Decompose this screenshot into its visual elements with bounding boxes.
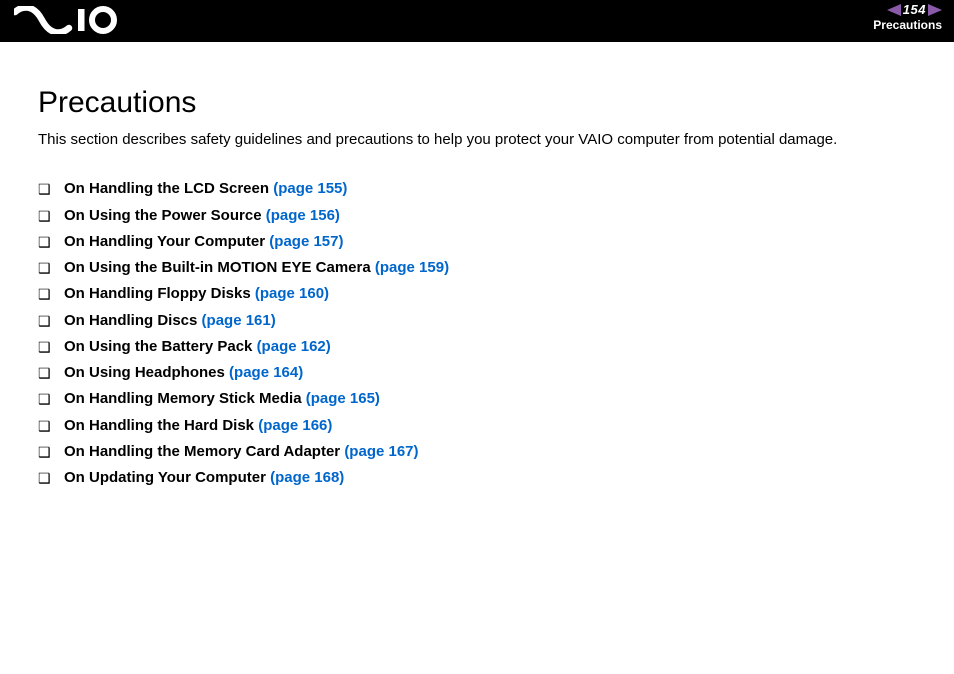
page-root: 154 Precautions Precautions This section… [0,0,954,674]
toc-item-label: On Using Headphones [64,364,225,381]
page-header: 154 Precautions [0,0,954,42]
toc-item: On Using the Battery Pack (page 162) [64,334,916,360]
page-nav: 154 Precautions [873,2,942,32]
next-page-arrow-icon[interactable] [928,4,942,16]
toc-item-label: On Handling the LCD Screen [64,180,269,197]
toc-item-page-link[interactable]: (page 162) [257,338,331,355]
toc-item-label: On Handling Floppy Disks [64,285,251,302]
toc-item-label: On Handling Memory Stick Media [64,390,302,407]
toc-item-page-link[interactable]: (page 159) [375,259,449,276]
toc-item-page-link[interactable]: (page 167) [344,443,418,460]
toc-item-page-link[interactable]: (page 160) [255,285,329,302]
table-of-contents: On Handling the LCD Screen (page 155)On … [38,176,916,491]
toc-item-page-link[interactable]: (page 161) [202,312,276,329]
toc-item: On Handling the LCD Screen (page 155) [64,176,916,202]
toc-item-page-link[interactable]: (page 157) [269,233,343,250]
toc-item-label: On Using the Battery Pack [64,338,252,355]
toc-item: On Using Headphones (page 164) [64,360,916,386]
toc-item-label: On Using the Power Source [64,207,262,224]
toc-item: On Handling Floppy Disks (page 160) [64,281,916,307]
toc-item: On Using the Built-in MOTION EYE Camera … [64,255,916,281]
toc-item-label: On Handling Your Computer [64,233,265,250]
intro-paragraph: This section describes safety guidelines… [38,130,916,150]
vaio-logo-svg [14,7,114,32]
toc-item-label: On Handling the Hard Disk [64,417,254,434]
toc-item-page-link[interactable]: (page 164) [229,364,303,381]
toc-item: On Handling Memory Stick Media (page 165… [64,386,916,412]
vaio-logo [14,6,124,34]
toc-item-page-link[interactable]: (page 155) [273,180,347,197]
toc-item: On Handling Your Computer (page 157) [64,229,916,255]
toc-item-label: On Handling the Memory Card Adapter [64,443,340,460]
breadcrumb: Precautions [873,18,942,32]
toc-item: On Using the Power Source (page 156) [64,203,916,229]
page-nav-line: 154 [873,2,942,17]
page-number: 154 [903,2,926,17]
toc-item-label: On Using the Built-in MOTION EYE Camera [64,259,371,276]
page-content: Precautions This section describes safet… [0,42,954,491]
toc-item: On Handling Discs (page 161) [64,308,916,334]
prev-page-arrow-icon[interactable] [887,4,901,16]
toc-item-label: On Updating Your Computer [64,469,266,486]
toc-item-label: On Handling Discs [64,312,197,329]
toc-item-page-link[interactable]: (page 156) [266,207,340,224]
toc-item-page-link[interactable]: (page 166) [258,417,332,434]
toc-item-page-link[interactable]: (page 165) [306,390,380,407]
toc-item: On Updating Your Computer (page 168) [64,465,916,491]
toc-item-page-link[interactable]: (page 168) [270,469,344,486]
toc-item: On Handling the Memory Card Adapter (pag… [64,439,916,465]
page-title: Precautions [38,86,916,120]
toc-item: On Handling the Hard Disk (page 166) [64,413,916,439]
